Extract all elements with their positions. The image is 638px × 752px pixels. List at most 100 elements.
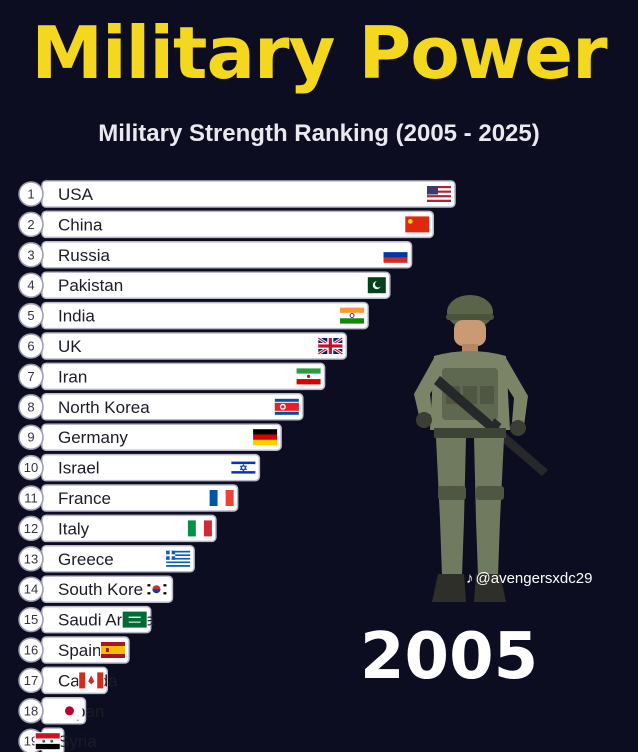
bar bbox=[42, 211, 434, 238]
watermark: ♪ @avengersxdc29 bbox=[466, 570, 592, 587]
country-label: Germany bbox=[58, 428, 128, 447]
rank-badge bbox=[18, 181, 44, 207]
rank-badge bbox=[18, 363, 44, 390]
rank-label: 16 bbox=[24, 643, 38, 658]
uk-flag-icon bbox=[317, 336, 344, 356]
rank-badge bbox=[18, 515, 44, 542]
country-label: Israel bbox=[58, 459, 100, 478]
country-label: Pakistan bbox=[58, 276, 123, 295]
country-label: India bbox=[58, 307, 95, 326]
tiktok-icon: ♪ bbox=[466, 570, 474, 587]
rank-badge bbox=[18, 424, 44, 450]
rank-label: 19 bbox=[24, 734, 38, 749]
country-label: Spain bbox=[58, 641, 101, 660]
iran-flag-icon bbox=[295, 367, 322, 386]
bar-row: 10 Israel bbox=[18, 453, 261, 482]
rank-badge bbox=[18, 333, 44, 359]
soldier-illustration bbox=[414, 295, 548, 602]
bar bbox=[42, 485, 238, 511]
usa-flag-icon bbox=[426, 185, 452, 203]
bar bbox=[42, 333, 347, 359]
syria-flag-icon bbox=[34, 732, 61, 751]
country-label: South Korea bbox=[58, 580, 153, 599]
greece-flag-icon bbox=[165, 549, 192, 568]
country-label: Greece bbox=[58, 550, 114, 569]
bar-row: 3 Russia bbox=[18, 241, 413, 269]
rank-label: 9 bbox=[27, 430, 34, 445]
bar bbox=[42, 545, 195, 572]
rank-label: 2 bbox=[27, 217, 34, 232]
rank-label: 12 bbox=[24, 521, 38, 536]
page-title: Military Power bbox=[31, 11, 607, 95]
bar bbox=[42, 241, 412, 268]
bar-row: 5 India bbox=[18, 301, 369, 330]
country-label: China bbox=[58, 215, 103, 234]
watermark-text: @avengersxdc29 bbox=[475, 570, 593, 587]
bar-row: 13 Greece bbox=[18, 545, 195, 573]
bar-row: 17Canada bbox=[18, 666, 118, 695]
rank-label: 10 bbox=[24, 460, 38, 475]
rank-label: 5 bbox=[27, 308, 34, 323]
rank-label: 3 bbox=[27, 247, 34, 262]
canada-flag-icon bbox=[78, 671, 105, 690]
rank-label: 15 bbox=[24, 612, 38, 627]
bar-row: 15 Saudi Arabia bbox=[18, 605, 155, 634]
rank-label: 6 bbox=[27, 339, 34, 354]
bar-row: 16 Spain bbox=[18, 636, 130, 664]
bar bbox=[42, 515, 216, 542]
rank-badge bbox=[18, 454, 44, 481]
chart-subtitle: Military Strength Ranking (2005 - 2025) bbox=[98, 120, 540, 147]
bar bbox=[42, 454, 260, 481]
rank-badge bbox=[18, 211, 44, 238]
rank-badge bbox=[18, 394, 44, 420]
north-korea-flag-icon bbox=[273, 397, 300, 416]
bar-row: 11 France bbox=[18, 484, 239, 512]
rank-badge bbox=[18, 606, 44, 633]
bar-row: 6 UK bbox=[18, 332, 348, 360]
bar bbox=[42, 363, 325, 390]
bar bbox=[42, 393, 303, 420]
rank-label: 13 bbox=[24, 551, 38, 566]
bar-row: 19 Syria bbox=[18, 727, 97, 752]
country-label: USA bbox=[58, 185, 94, 204]
rank-badge bbox=[18, 242, 44, 268]
rank-badge bbox=[18, 637, 44, 663]
japan-flag-icon bbox=[56, 701, 83, 720]
south-korea-flag-icon bbox=[143, 580, 170, 599]
rank-label: 17 bbox=[24, 673, 38, 688]
bar-row: 14 South Korea bbox=[18, 575, 174, 603]
rank-label: 18 bbox=[24, 703, 38, 718]
bar-row: 7 Iran bbox=[18, 362, 326, 391]
rank-badge bbox=[18, 667, 44, 694]
rank-badge bbox=[18, 272, 44, 298]
india-flag-icon bbox=[339, 306, 366, 325]
rank-badge bbox=[18, 546, 44, 572]
spain-flag-icon bbox=[99, 641, 126, 659]
bar-row: 4 Pakistan bbox=[18, 271, 391, 299]
bar-row: 2 China bbox=[18, 210, 435, 239]
country-label: Italy bbox=[58, 519, 90, 538]
bar-row: 9 Germany bbox=[18, 423, 282, 451]
country-label: France bbox=[58, 489, 111, 508]
rank-badge bbox=[18, 576, 44, 602]
country-label: UK bbox=[58, 337, 82, 356]
germany-flag-icon bbox=[252, 428, 279, 447]
year-label: 2005 bbox=[360, 620, 539, 694]
france-flag-icon bbox=[208, 489, 235, 507]
saudi-arabia-flag-icon bbox=[121, 610, 148, 629]
rank-badge bbox=[18, 698, 44, 724]
rank-label: 7 bbox=[27, 369, 34, 384]
russia-flag-icon bbox=[382, 245, 409, 264]
rank-badge bbox=[18, 485, 44, 511]
country-label: Syria bbox=[58, 732, 97, 751]
bar bbox=[42, 181, 455, 207]
rank-label: 4 bbox=[27, 278, 34, 293]
bar-row: 12 Italy bbox=[18, 514, 217, 543]
bar bbox=[42, 272, 390, 299]
bar bbox=[42, 302, 369, 329]
rank-label: 11 bbox=[24, 491, 38, 506]
pakistan-flag-icon bbox=[360, 276, 387, 295]
rank-badge bbox=[18, 302, 44, 329]
china-flag-icon bbox=[404, 215, 431, 234]
